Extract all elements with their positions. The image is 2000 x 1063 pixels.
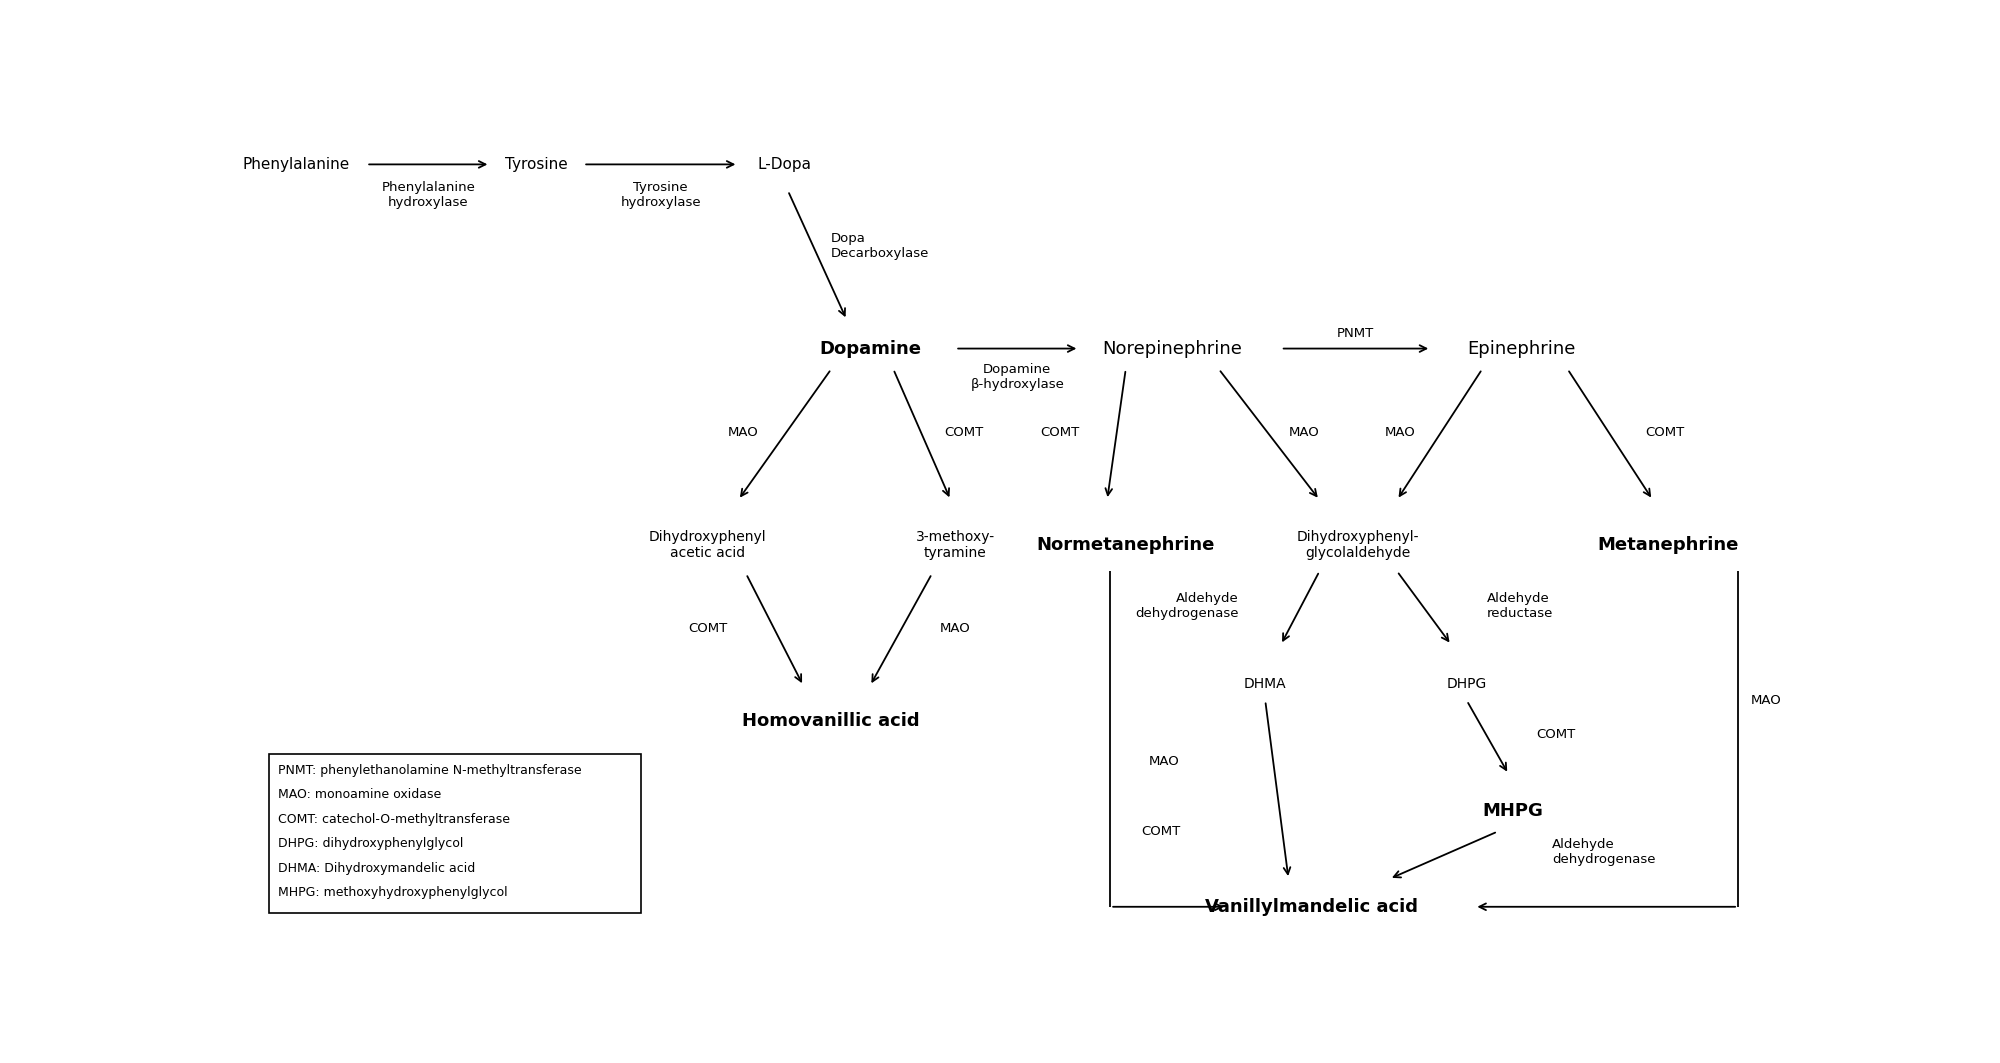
Text: COMT: COMT <box>1040 425 1080 439</box>
Text: Normetanephrine: Normetanephrine <box>1036 536 1214 554</box>
Text: DHPG: dihydroxyphenylglycol: DHPG: dihydroxyphenylglycol <box>278 838 464 850</box>
Text: Vanillylmandelic acid: Vanillylmandelic acid <box>1206 898 1418 916</box>
Text: MHPG: methoxyhydroxyphenylglycol: MHPG: methoxyhydroxyphenylglycol <box>278 887 508 899</box>
Text: Phenylalanine: Phenylalanine <box>242 157 350 172</box>
Text: MAO: MAO <box>728 425 758 439</box>
Text: MAO: MAO <box>940 622 970 635</box>
Text: Aldehyde
reductase: Aldehyde reductase <box>1486 592 1554 621</box>
Text: COMT: COMT <box>1644 425 1684 439</box>
Text: MAO: monoamine oxidase: MAO: monoamine oxidase <box>278 788 442 802</box>
Text: Dihydroxyphenyl
acetic acid: Dihydroxyphenyl acetic acid <box>648 529 766 560</box>
Text: DHMA: Dihydroxymandelic acid: DHMA: Dihydroxymandelic acid <box>278 862 476 875</box>
Text: Dopamine: Dopamine <box>820 339 920 357</box>
Text: COMT: COMT <box>688 622 728 635</box>
Text: DHMA: DHMA <box>1244 677 1286 691</box>
Text: PNMT: PNMT <box>1336 327 1374 340</box>
Text: COMT: COMT <box>944 425 984 439</box>
Text: 3-methoxy-
tyramine: 3-methoxy- tyramine <box>916 529 994 560</box>
Text: Homovanillic acid: Homovanillic acid <box>742 712 920 730</box>
Text: DHPG: DHPG <box>1446 677 1486 691</box>
Text: L-Dopa: L-Dopa <box>758 157 812 172</box>
Text: Dopa
Decarboxylase: Dopa Decarboxylase <box>832 232 930 260</box>
Text: Norepinephrine: Norepinephrine <box>1102 339 1242 357</box>
Text: Aldehyde
dehydrogenase: Aldehyde dehydrogenase <box>1136 592 1238 621</box>
Text: COMT: COMT <box>1536 728 1576 741</box>
Text: MAO: MAO <box>1384 425 1416 439</box>
Text: MAO: MAO <box>1288 425 1320 439</box>
Text: COMT: COMT <box>1140 825 1180 838</box>
Text: MHPG: MHPG <box>1482 802 1544 820</box>
FancyBboxPatch shape <box>268 754 640 913</box>
Text: Dopamine
β-hydroxylase: Dopamine β-hydroxylase <box>970 364 1064 391</box>
Text: MAO: MAO <box>1750 694 1782 707</box>
Text: Phenylalanine
hydroxylase: Phenylalanine hydroxylase <box>382 181 476 208</box>
Text: PNMT: phenylethanolamine N-methyltransferase: PNMT: phenylethanolamine N-methyltransfe… <box>278 763 582 777</box>
Text: MAO: MAO <box>1150 756 1180 769</box>
Text: COMT: catechol-O-methyltransferase: COMT: catechol-O-methyltransferase <box>278 812 510 826</box>
Text: Epinephrine: Epinephrine <box>1466 339 1576 357</box>
Text: Metanephrine: Metanephrine <box>1598 536 1738 554</box>
Text: Tyrosine: Tyrosine <box>506 157 568 172</box>
Text: Aldehyde
dehydrogenase: Aldehyde dehydrogenase <box>1552 838 1656 866</box>
Text: Tyrosine
hydroxylase: Tyrosine hydroxylase <box>620 181 702 208</box>
Text: Dihydroxyphenyl-
glycolaldehyde: Dihydroxyphenyl- glycolaldehyde <box>1296 529 1420 560</box>
